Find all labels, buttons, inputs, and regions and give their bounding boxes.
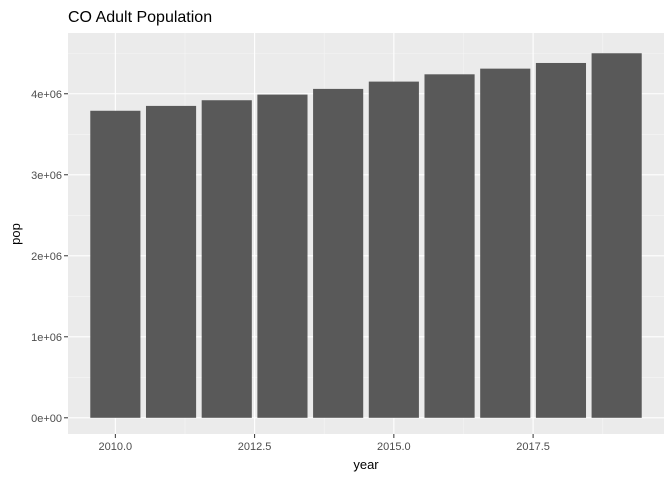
x-axis-label: year — [353, 457, 379, 472]
chart-title: CO Adult Population — [68, 9, 212, 26]
bar — [201, 100, 252, 418]
x-tick-label: 2010.0 — [99, 441, 133, 453]
bar — [591, 53, 642, 418]
x-tick-label: 2015.0 — [377, 441, 411, 453]
x-tick-label: 2017.5 — [516, 441, 550, 453]
bar — [535, 62, 587, 418]
bar — [90, 110, 141, 418]
bar — [313, 88, 364, 418]
y-tick-label: 3e+06 — [31, 170, 62, 182]
x-tick-label: 2012.5 — [238, 441, 272, 453]
x-axis: 2010.0 2012.5 2015.0 2017.5 — [99, 434, 550, 453]
y-tick-label: 2e+06 — [31, 251, 62, 263]
bar — [368, 81, 419, 418]
bar — [257, 94, 308, 418]
y-axis-label: pop — [8, 223, 23, 245]
y-axis: 0e+00 1e+06 2e+06 3e+06 4e+06 — [31, 89, 68, 425]
bar — [424, 74, 475, 418]
bar — [145, 105, 197, 418]
bars — [90, 53, 642, 418]
bar — [480, 68, 531, 418]
y-tick-label: 4e+06 — [31, 89, 62, 101]
y-tick-label: 0e+00 — [31, 413, 62, 425]
y-tick-label: 1e+06 — [31, 332, 62, 344]
